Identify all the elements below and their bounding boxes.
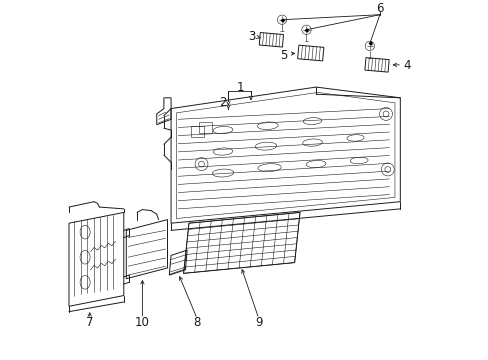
Text: 8: 8 [193,316,201,329]
Text: 7: 7 [86,316,93,329]
Text: 9: 9 [255,316,262,329]
Text: 10: 10 [135,316,149,329]
Circle shape [365,41,374,50]
Circle shape [277,15,286,24]
Text: 5: 5 [280,49,287,62]
Circle shape [301,25,310,35]
Text: 1: 1 [236,81,244,94]
Text: 4: 4 [403,59,410,72]
Text: 2: 2 [219,96,226,109]
Text: 3: 3 [247,30,255,44]
Text: 6: 6 [375,3,383,15]
